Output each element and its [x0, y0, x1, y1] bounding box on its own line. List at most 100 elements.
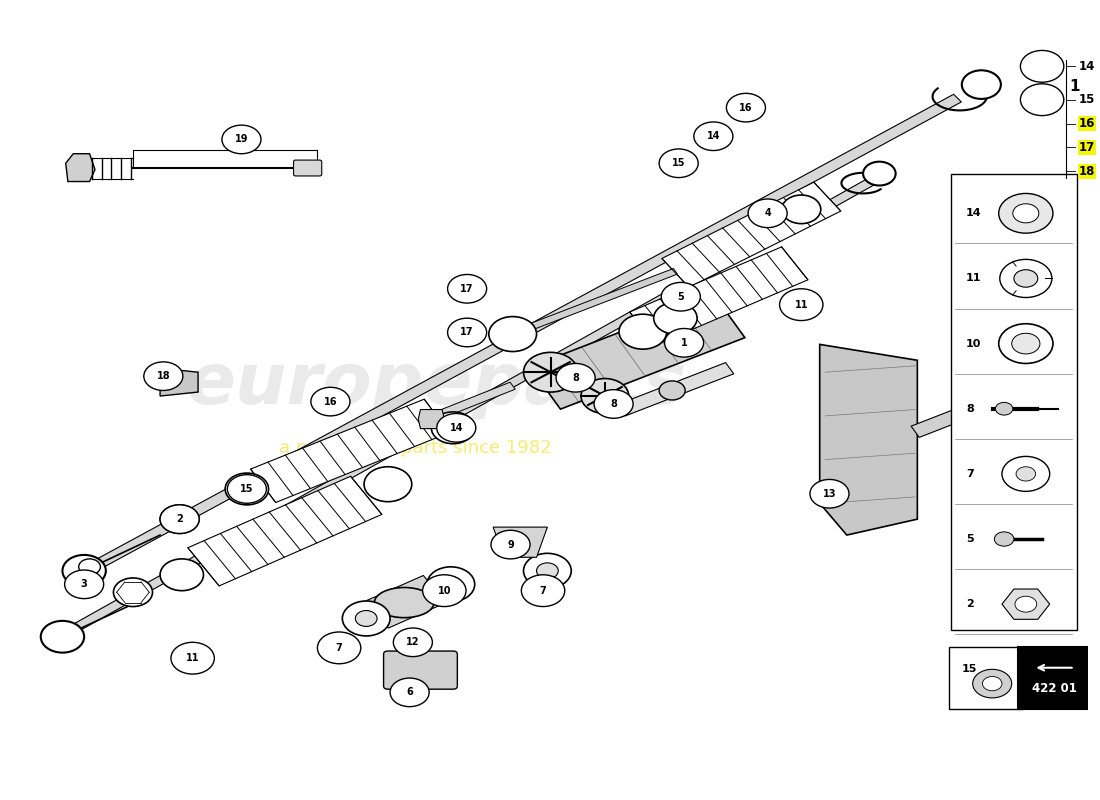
Circle shape: [1021, 84, 1064, 115]
Text: 18: 18: [156, 371, 170, 381]
Circle shape: [661, 282, 701, 311]
Circle shape: [79, 559, 100, 574]
Polygon shape: [418, 410, 444, 429]
Circle shape: [63, 555, 106, 586]
Text: 7: 7: [540, 586, 547, 596]
Polygon shape: [188, 476, 382, 586]
Text: 7: 7: [336, 643, 342, 653]
Circle shape: [390, 678, 429, 706]
Circle shape: [440, 576, 462, 592]
Circle shape: [355, 610, 377, 626]
Circle shape: [524, 554, 571, 588]
FancyBboxPatch shape: [952, 174, 1077, 630]
Circle shape: [448, 318, 486, 346]
Polygon shape: [911, 406, 970, 438]
Circle shape: [994, 532, 1014, 546]
Circle shape: [1015, 596, 1036, 612]
FancyBboxPatch shape: [384, 651, 458, 689]
Circle shape: [491, 530, 530, 559]
Polygon shape: [617, 362, 734, 416]
Text: 14: 14: [450, 423, 463, 433]
Ellipse shape: [374, 587, 434, 618]
Text: 17: 17: [1079, 141, 1096, 154]
Text: 16: 16: [323, 397, 338, 406]
Circle shape: [619, 314, 667, 349]
Text: 10: 10: [966, 338, 981, 349]
Text: 5: 5: [966, 534, 974, 544]
Text: 15: 15: [1079, 93, 1096, 106]
Text: 2: 2: [966, 599, 974, 609]
Circle shape: [228, 474, 266, 503]
Circle shape: [161, 505, 199, 534]
Circle shape: [437, 414, 476, 442]
Polygon shape: [499, 269, 678, 341]
Circle shape: [1013, 204, 1038, 223]
Text: 19: 19: [234, 134, 249, 145]
Circle shape: [113, 578, 153, 606]
Circle shape: [982, 677, 1002, 690]
Text: 14: 14: [1079, 60, 1096, 73]
Text: a passion for parts since 1982: a passion for parts since 1982: [278, 438, 551, 457]
Text: 17: 17: [461, 284, 474, 294]
Text: 11: 11: [966, 274, 981, 283]
Circle shape: [226, 473, 268, 505]
Circle shape: [961, 70, 1001, 99]
Text: 14: 14: [966, 208, 982, 218]
Text: 5: 5: [678, 292, 684, 302]
Circle shape: [488, 317, 537, 351]
Circle shape: [144, 362, 183, 390]
Text: 422 01: 422 01: [1032, 682, 1077, 695]
Circle shape: [594, 390, 634, 418]
Text: 15: 15: [672, 158, 685, 168]
Circle shape: [1016, 466, 1035, 481]
Circle shape: [170, 642, 214, 674]
Circle shape: [694, 122, 733, 150]
Polygon shape: [662, 182, 840, 287]
FancyBboxPatch shape: [949, 647, 1023, 709]
Text: 17: 17: [461, 327, 474, 338]
Circle shape: [659, 149, 698, 178]
Circle shape: [864, 162, 895, 186]
Circle shape: [1014, 270, 1037, 287]
Circle shape: [364, 466, 411, 502]
Circle shape: [1000, 259, 1052, 298]
Polygon shape: [54, 166, 895, 642]
Text: 9: 9: [507, 539, 514, 550]
Circle shape: [581, 378, 629, 414]
Text: 4: 4: [764, 208, 771, 218]
Circle shape: [311, 387, 350, 416]
Text: 3: 3: [80, 579, 88, 590]
Polygon shape: [366, 575, 446, 628]
Polygon shape: [530, 295, 745, 409]
Circle shape: [318, 632, 361, 664]
Polygon shape: [629, 247, 807, 345]
Circle shape: [972, 670, 1012, 698]
Circle shape: [999, 194, 1053, 233]
Circle shape: [161, 505, 199, 534]
Text: 15: 15: [240, 484, 254, 494]
Polygon shape: [251, 399, 449, 502]
Circle shape: [1012, 334, 1040, 354]
Circle shape: [161, 559, 204, 590]
Polygon shape: [493, 527, 548, 558]
Circle shape: [996, 402, 1013, 415]
Polygon shape: [75, 94, 961, 578]
FancyBboxPatch shape: [1019, 647, 1090, 709]
Circle shape: [1002, 457, 1049, 491]
Circle shape: [557, 363, 595, 392]
Circle shape: [427, 567, 475, 602]
Circle shape: [65, 570, 103, 598]
Text: 8: 8: [572, 373, 579, 382]
Circle shape: [448, 274, 486, 303]
Text: 16: 16: [1079, 117, 1096, 130]
Text: 16: 16: [739, 102, 752, 113]
Text: 7: 7: [966, 469, 974, 479]
Text: 11: 11: [186, 653, 199, 663]
Text: 8: 8: [966, 404, 974, 414]
Circle shape: [222, 125, 261, 154]
Circle shape: [782, 195, 821, 224]
Polygon shape: [66, 154, 95, 182]
Text: 15: 15: [961, 663, 977, 674]
Text: 12: 12: [406, 638, 419, 647]
Circle shape: [726, 94, 766, 122]
